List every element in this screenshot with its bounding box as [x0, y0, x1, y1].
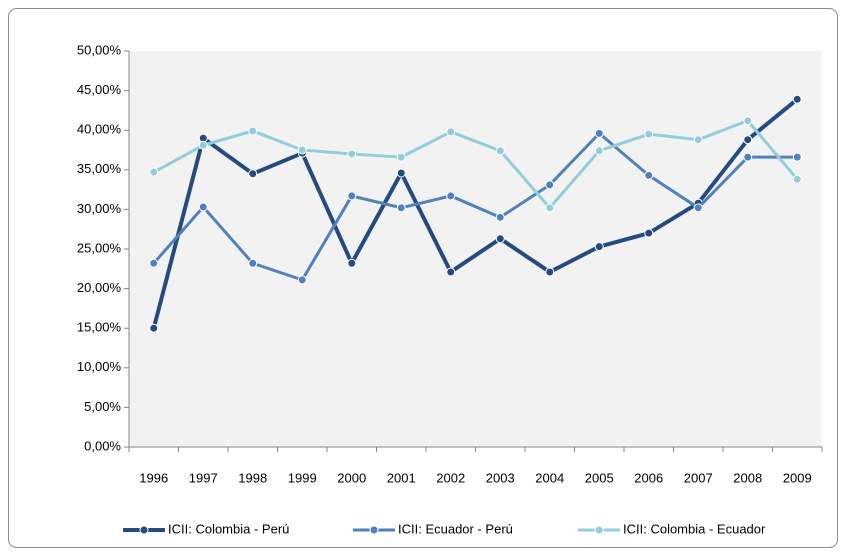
- data-point: [446, 267, 456, 277]
- data-point: [743, 152, 753, 162]
- data-point: [495, 234, 505, 244]
- data-point: [495, 146, 505, 156]
- data-point: [446, 191, 456, 201]
- x-tick-label: 2006: [634, 470, 663, 485]
- data-point: [792, 94, 802, 104]
- data-point: [594, 128, 604, 138]
- data-point: [149, 258, 159, 268]
- x-tick-label: 2008: [733, 470, 762, 485]
- y-tick-label: 50,00%: [77, 42, 122, 57]
- series-line: [152, 131, 798, 282]
- legend-label: ICII: Colombia - Perú: [168, 521, 289, 536]
- data-point: [347, 191, 357, 201]
- data-point: [644, 170, 654, 180]
- data-point: [743, 116, 753, 126]
- data-point: [198, 202, 208, 212]
- data-point: [396, 203, 406, 213]
- data-point: [396, 152, 406, 162]
- data-point: [792, 152, 802, 162]
- data-point: [495, 212, 505, 222]
- x-tick-label: 2000: [337, 470, 366, 485]
- y-tick-label: 20,00%: [77, 280, 122, 295]
- x-tick-label: 1998: [238, 470, 267, 485]
- data-point: [297, 275, 307, 285]
- data-point: [644, 228, 654, 238]
- data-point: [693, 203, 703, 213]
- series-line: [151, 97, 799, 329]
- y-tick-label: 45,00%: [77, 82, 122, 97]
- x-tick-label: 1997: [189, 470, 218, 485]
- y-tick-label: 30,00%: [77, 201, 122, 216]
- x-tick-label: 2009: [783, 470, 812, 485]
- y-tick-label: 5,00%: [84, 399, 121, 414]
- data-point: [545, 267, 555, 277]
- legend-marker: [139, 525, 149, 535]
- y-tick-label: 10,00%: [77, 359, 122, 374]
- y-tick-label: 35,00%: [77, 161, 122, 176]
- x-tick-label: 2001: [387, 470, 416, 485]
- x-tick-label: 2003: [486, 470, 515, 485]
- data-point: [347, 149, 357, 159]
- y-tick-label: 0,00%: [84, 438, 121, 453]
- legend-label: ICII: Colombia - Ecuador: [623, 521, 766, 536]
- data-point: [446, 127, 456, 137]
- data-point: [594, 146, 604, 156]
- data-point: [693, 135, 703, 145]
- x-tick-label: 2004: [535, 470, 564, 485]
- y-tick-label: 15,00%: [77, 320, 122, 335]
- data-point: [149, 167, 159, 177]
- data-point: [644, 129, 654, 139]
- data-point: [347, 258, 357, 268]
- x-tick-label: 2005: [585, 470, 614, 485]
- data-point: [545, 180, 555, 190]
- plot-area: [129, 51, 822, 447]
- data-point: [198, 140, 208, 150]
- data-point: [396, 168, 406, 178]
- data-point: [248, 258, 258, 268]
- data-point: [545, 203, 555, 213]
- data-point: [248, 126, 258, 136]
- y-tick-label: 25,00%: [77, 240, 122, 255]
- x-tick-label: 1996: [139, 470, 168, 485]
- data-point: [149, 323, 159, 333]
- data-point: [248, 169, 258, 179]
- legend-marker: [594, 525, 604, 535]
- data-point: [594, 242, 604, 252]
- x-tick-label: 2007: [684, 470, 713, 485]
- x-tick-label: 2002: [436, 470, 465, 485]
- data-point: [297, 145, 307, 155]
- legend-label: ICII: Ecuador - Perú: [398, 521, 513, 536]
- y-tick-label: 40,00%: [77, 122, 122, 137]
- x-tick-label: 1999: [288, 470, 317, 485]
- series-line: [153, 119, 799, 210]
- legend-marker: [369, 525, 379, 535]
- data-point: [743, 135, 753, 145]
- data-point: [792, 174, 802, 184]
